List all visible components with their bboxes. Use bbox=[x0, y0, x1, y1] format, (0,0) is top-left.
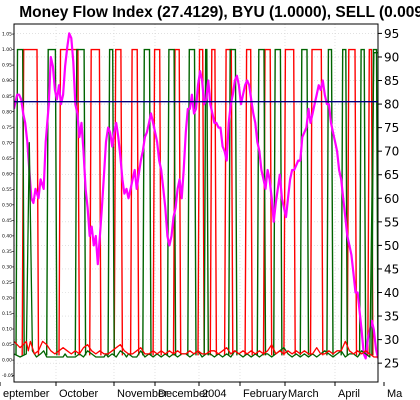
series-line-1 bbox=[14, 52, 378, 358]
x-tick-label-5: February bbox=[243, 388, 288, 400]
left-tick-label-14: 0.35 bbox=[2, 249, 12, 255]
left-tick-label-9: 0.60 bbox=[2, 171, 12, 177]
x-tick-label-6: March bbox=[288, 388, 319, 400]
left-tick-label-5: 0.80 bbox=[2, 109, 12, 115]
left-tick-label-13: 0.40 bbox=[2, 233, 12, 239]
x-tick-label-8: Ma bbox=[387, 388, 403, 400]
left-tick-label-4: 0.85 bbox=[2, 94, 12, 100]
right-tick-label-9: 70 bbox=[384, 145, 399, 159]
left-tick-label-21: 0.00 bbox=[2, 358, 12, 364]
left-tick-label-3: 0.90 bbox=[2, 78, 12, 84]
right-tick-label-3: 40 bbox=[384, 286, 399, 300]
left-tick-label-6: 0.75 bbox=[2, 125, 12, 131]
x-tick-label-3: December bbox=[158, 388, 209, 400]
x-tick-label-1: October bbox=[59, 388, 98, 400]
right-tick-label-11: 80 bbox=[384, 98, 399, 112]
series-lines bbox=[14, 32, 378, 360]
left-axis-ticks: 1.05 1.00 0.95 0.90 0.85 0.80 0.75 0.70 0.65 0.60… bbox=[2, 32, 14, 379]
series-line-2 bbox=[14, 340, 378, 358]
left-tick-label-17: 0.20 bbox=[2, 296, 12, 302]
left-tick-label-15: 0.30 bbox=[2, 265, 12, 271]
right-tick-label-4: 45 bbox=[384, 262, 399, 276]
left-tick-label-16: 0.25 bbox=[2, 280, 12, 286]
left-tick-label-19: 0.10 bbox=[2, 327, 12, 333]
left-tick-label-0: 1.05 bbox=[2, 32, 12, 38]
signal-line-1 bbox=[15, 48, 378, 356]
right-tick-label-8: 65 bbox=[384, 168, 399, 182]
right-axis-ticks: 25 30 35 40 45 50 55 60 65 70 75 80 85 90 95 bbox=[378, 27, 399, 371]
left-tick-label-1: 1.00 bbox=[2, 47, 12, 53]
right-tick-label-6: 55 bbox=[384, 215, 399, 229]
plot-frame bbox=[13, 23, 379, 383]
left-tick-label-11: 0.50 bbox=[2, 202, 12, 208]
x-tick-label-0: eptember bbox=[3, 388, 50, 400]
left-tick-label-12: 0.45 bbox=[2, 218, 12, 224]
right-tick-label-0: 25 bbox=[384, 357, 399, 371]
left-tick-label-10: 0.55 bbox=[2, 187, 12, 193]
left-tick-label-22: -0.05 bbox=[2, 373, 14, 379]
right-tick-label-10: 75 bbox=[384, 121, 399, 135]
right-tick-label-12: 85 bbox=[384, 74, 399, 88]
x-tick-label-7: April bbox=[338, 388, 360, 400]
right-tick-label-5: 50 bbox=[384, 239, 399, 253]
chart-title: Money Flow Index (27.4129), BYU (1.0000)… bbox=[19, 4, 420, 21]
right-tick-label-2: 35 bbox=[384, 310, 399, 324]
left-tick-label-20: 0.05 bbox=[2, 342, 12, 348]
series-line-0 bbox=[14, 32, 378, 360]
left-tick-label-7: 0.70 bbox=[2, 140, 12, 146]
x-tick-label-2: November bbox=[117, 388, 168, 400]
signal-lines bbox=[15, 48, 378, 356]
signal-line-0 bbox=[21, 48, 374, 356]
x-tick-label-4: 2004 bbox=[202, 388, 226, 400]
right-tick-label-13: 90 bbox=[384, 50, 399, 64]
left-tick-label-18: 0.15 bbox=[2, 311, 12, 317]
left-tick-label-8: 0.65 bbox=[2, 156, 12, 162]
right-tick-label-1: 30 bbox=[384, 333, 399, 347]
right-tick-label-7: 60 bbox=[384, 192, 399, 206]
right-tick-label-14: 95 bbox=[384, 27, 399, 41]
left-tick-label-2: 0.95 bbox=[2, 63, 12, 69]
